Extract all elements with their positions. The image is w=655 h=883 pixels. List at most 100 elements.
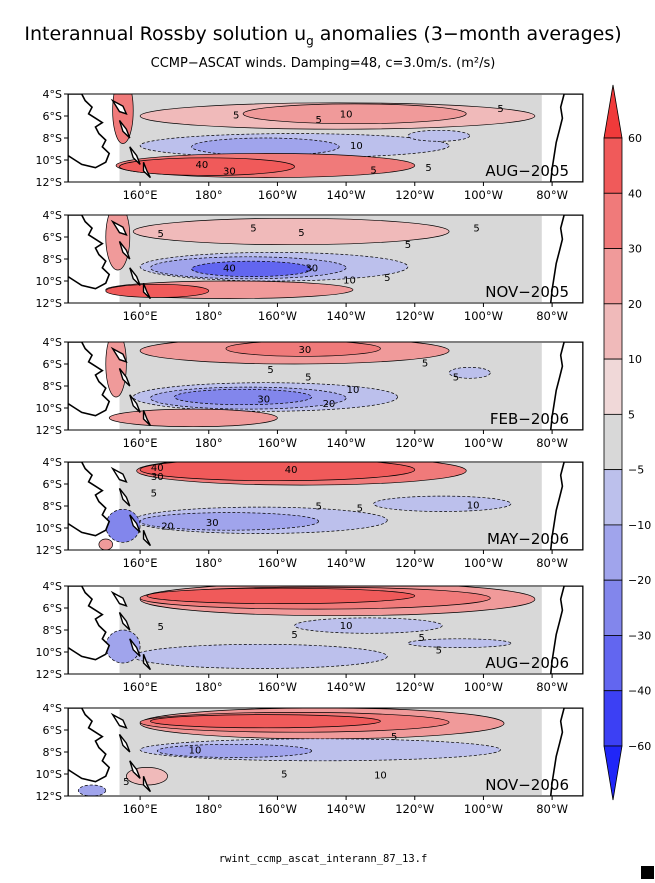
- colorbar-segment: [603, 192, 623, 249]
- positive-anomaly-band: [150, 714, 381, 729]
- negative-anomaly-band: [407, 129, 471, 142]
- x-tick-label: 80°W: [536, 556, 568, 570]
- island-3: [142, 282, 152, 300]
- y-tick-label: 4°S: [43, 88, 62, 101]
- y-tick-label: 6°S: [43, 724, 62, 737]
- x-tick-label: 160°E: [123, 188, 158, 202]
- x-tick-label: 180°: [195, 556, 223, 570]
- anomaly-field: 5 5 10 5 10 40 30 5 5: [68, 94, 583, 182]
- land-east-coast: [549, 94, 583, 182]
- contour-label: 5: [473, 224, 479, 235]
- land-east-coast: [549, 586, 583, 674]
- colorbar-label: −20: [628, 574, 651, 587]
- contour-label: 40: [151, 463, 164, 474]
- contour-label: 40: [285, 465, 298, 476]
- x-tick-label: 160°E: [123, 802, 158, 816]
- island-1: [118, 611, 131, 631]
- x-tick-label: 160°W: [258, 309, 297, 323]
- colorbar-label: −30: [628, 629, 651, 642]
- positive-anomaly-band: [132, 217, 450, 246]
- contour-label: 40: [196, 160, 209, 171]
- y-tick-label: 10°S: [36, 154, 62, 167]
- positive-anomaly-band: [225, 342, 381, 357]
- title-tail: anomalies (3−month averages): [314, 23, 622, 45]
- panel-date-label: AUG−2006: [485, 654, 569, 672]
- contour-label: 5: [267, 365, 273, 376]
- island-1: [118, 119, 131, 139]
- y-tick-label: 8°S: [43, 500, 62, 513]
- y-tick-label: 12°S: [36, 176, 62, 189]
- y-tick-label: 6°S: [43, 231, 62, 244]
- colorbar-segment: [603, 303, 623, 360]
- x-tick-label: 120°W: [395, 436, 434, 450]
- x-tick-label: 120°W: [395, 188, 434, 202]
- anomaly-field: 5 5 5 5 5 40 30 10 5: [68, 215, 583, 303]
- negative-anomaly-band: [139, 512, 319, 531]
- negative-anomaly-band: [294, 617, 443, 634]
- y-tick-label: 6°S: [43, 478, 62, 491]
- panel-date-label: NOV−2005: [485, 283, 569, 301]
- positive-anomaly-band: [146, 587, 416, 604]
- colorbar-segment: [603, 137, 623, 194]
- contour-label: 30: [151, 472, 164, 483]
- title-subscript: g: [306, 34, 314, 48]
- contour-label: 10: [467, 500, 480, 511]
- contour-label: 5: [391, 732, 397, 743]
- contour-label: 5: [315, 115, 321, 126]
- panel-date-label: AUG−2005: [485, 162, 569, 180]
- y-tick-label: 4°S: [43, 702, 62, 715]
- island-0: [110, 466, 128, 483]
- island-0: [110, 590, 128, 607]
- x-tick-label: 100°W: [464, 309, 503, 323]
- x-tick-label: 140°W: [327, 188, 366, 202]
- y-tick-label: 8°S: [43, 380, 62, 393]
- contour-label: 40: [223, 263, 236, 274]
- colorbar-label: −40: [628, 685, 651, 698]
- x-tick-label: 80°W: [536, 802, 568, 816]
- negative-anomaly-band: [132, 643, 388, 669]
- y-tick-label: 4°S: [43, 580, 62, 593]
- x-tick-label: 160°E: [123, 309, 158, 323]
- island-2: [129, 760, 141, 779]
- contour-label: 20: [161, 521, 174, 532]
- island-1: [118, 240, 131, 260]
- colorbar-segment: [603, 524, 623, 581]
- land-east-coast: [549, 462, 583, 550]
- x-tick-label: 80°W: [536, 188, 568, 202]
- contour-label: 5: [384, 273, 390, 284]
- x-tick-label: 80°W: [536, 309, 568, 323]
- panel-aug-2006: 5 5 10 5 5 4°S 6°S 8°S 10°S 12°S 160°E 180° 160°W 140…: [36, 580, 584, 694]
- contour-label: 10: [343, 275, 356, 286]
- island-1: [118, 367, 131, 387]
- y-tick-label: 8°S: [43, 746, 62, 759]
- colorbar-label: 40: [628, 187, 642, 200]
- x-tick-label: 160°E: [123, 436, 158, 450]
- island-0: [110, 98, 128, 115]
- island-2: [129, 514, 141, 533]
- x-tick-label: 160°E: [123, 556, 158, 570]
- y-tick-label: 12°S: [36, 668, 62, 681]
- x-tick-label: 80°W: [536, 680, 568, 694]
- colorbar-label: 30: [628, 243, 642, 256]
- negative-anomaly-band: [174, 388, 313, 406]
- contour-label: 10: [340, 109, 353, 120]
- x-tick-label: 100°W: [464, 556, 503, 570]
- x-tick-label: 140°W: [327, 680, 366, 694]
- panel-date-label: NOV−2006: [485, 776, 569, 794]
- contour-label: 5: [453, 373, 459, 384]
- x-tick-label: 80°W: [536, 436, 568, 450]
- contour-label: 5: [151, 488, 157, 499]
- contour-label: 5: [315, 502, 321, 513]
- x-tick-label: 160°W: [258, 556, 297, 570]
- contour-label: 10: [350, 141, 363, 152]
- colorbar-label: 5: [628, 408, 635, 421]
- contour-label: 5: [357, 504, 363, 515]
- colorbar-bottom-arrow: [603, 745, 623, 801]
- y-tick-label: 8°S: [43, 132, 62, 145]
- x-tick-label: 120°W: [395, 309, 434, 323]
- colorbar: 60 40 30 20 10 5 −5 −10 −20 −30 −40 −60: [603, 84, 651, 801]
- island-0: [110, 712, 128, 729]
- x-tick-label: 140°W: [327, 436, 366, 450]
- land-west-coast: [68, 462, 111, 550]
- x-tick-label: 100°W: [464, 802, 503, 816]
